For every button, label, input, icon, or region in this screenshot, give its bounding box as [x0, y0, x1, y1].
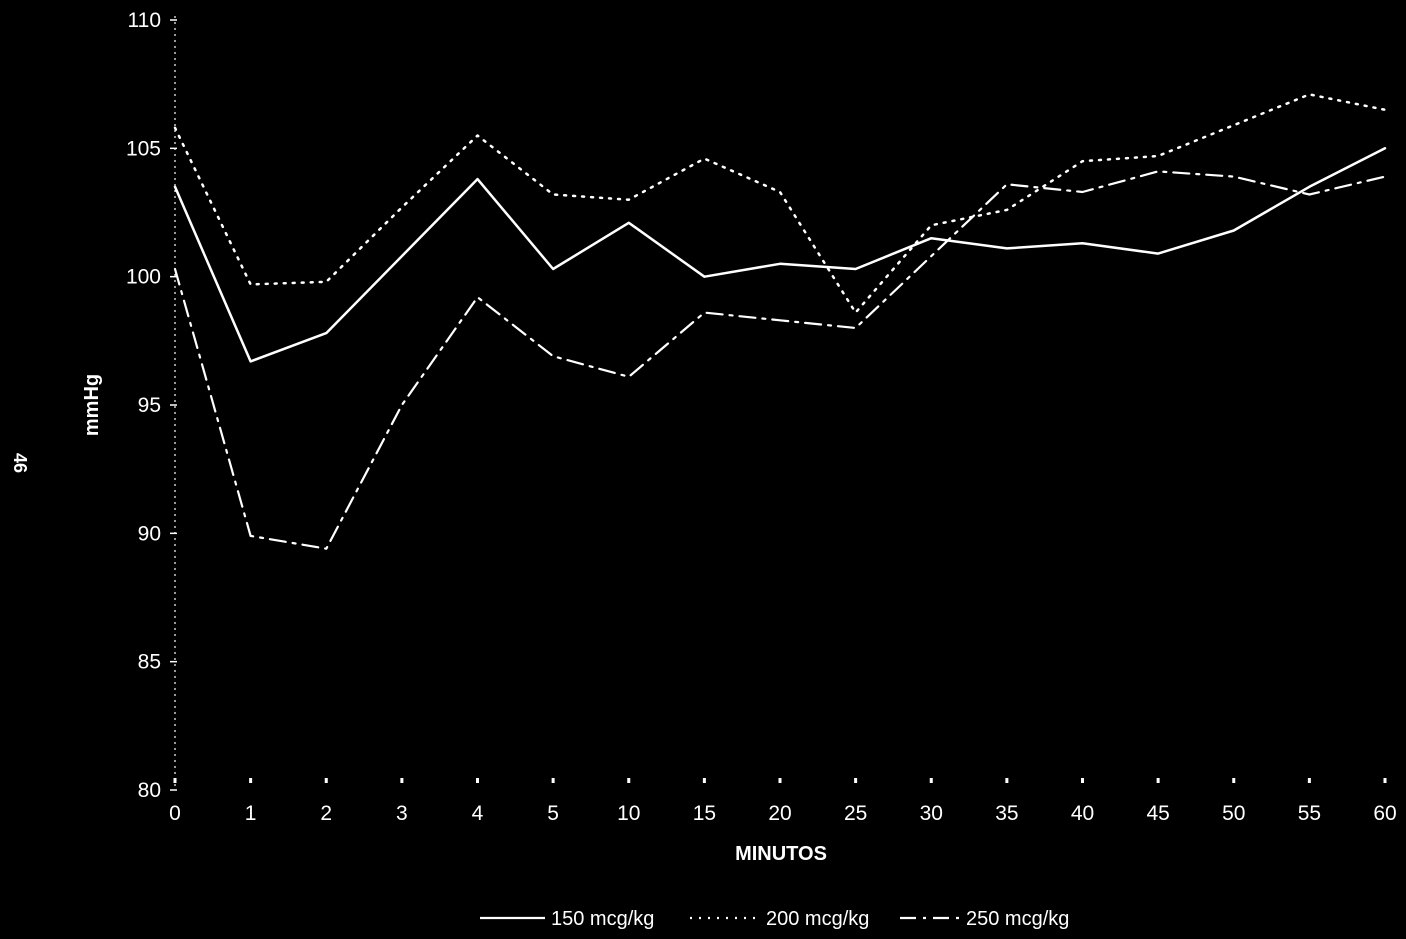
y-axis-ticks: 80 85 90 95 100 105 110	[126, 9, 177, 802]
x-tick-mark	[173, 778, 177, 783]
series-line-250	[173, 170, 1387, 550]
x-tick-mark	[476, 778, 479, 783]
x-tick-mark	[400, 778, 404, 783]
x-tick-mark	[778, 778, 782, 783]
legend: 150 mcg/kg 200 mcg/kg 250 mcg/kg	[480, 908, 1069, 930]
x-tick-mark	[1156, 778, 1160, 783]
x-tick-label: 5	[547, 802, 559, 825]
x-tick-label: 0	[169, 802, 181, 825]
x-tick-mark	[1005, 778, 1009, 783]
x-tick-label: 2	[320, 802, 332, 825]
series-line-150	[173, 147, 1387, 363]
x-tick-mark	[1307, 778, 1311, 783]
x-tick-label: 45	[1146, 802, 1169, 825]
x-tick-mark	[1383, 778, 1387, 783]
y-tick-label: 110	[128, 9, 161, 32]
x-tick-label: 35	[995, 802, 1018, 825]
x-tick-mark	[854, 778, 858, 783]
x-tick-label: 30	[920, 802, 943, 825]
x-tick-label: 10	[617, 802, 640, 825]
x-tick-mark	[702, 778, 706, 783]
x-tick-mark	[1081, 778, 1084, 783]
y-tick-label: 90	[138, 522, 161, 545]
y-tick-label: 105	[126, 137, 161, 160]
x-axis-label: MINUTOS	[735, 843, 827, 865]
legend-label: 250 mcg/kg	[966, 908, 1069, 930]
y-tick-label: 95	[138, 394, 161, 417]
x-tick-label: 3	[396, 802, 408, 825]
x-tick-mark	[929, 778, 933, 783]
x-tick-label: 50	[1222, 802, 1245, 825]
x-tick-mark	[551, 778, 555, 783]
x-tick-label: 40	[1071, 802, 1094, 825]
y-tick-label: 100	[126, 266, 161, 289]
x-tick-label: 20	[768, 802, 791, 825]
x-tick-label: 1	[245, 802, 257, 825]
y-tick-label: 85	[138, 651, 161, 674]
x-axis-ticks: 0 1 2 3 4 5 10 15 20 25 30 35 40 45 50 55 60	[169, 778, 1397, 825]
x-tick-label: 4	[472, 802, 484, 825]
x-tick-label: 15	[693, 802, 716, 825]
series-line-200	[173, 93, 1387, 314]
x-tick-mark	[1232, 778, 1236, 783]
x-tick-mark	[249, 778, 253, 783]
y-axis-label: mmHg	[81, 374, 103, 436]
x-tick-mark	[627, 778, 631, 783]
x-tick-mark	[324, 778, 328, 783]
y-tick-label: 80	[138, 779, 161, 802]
page-number: 46	[10, 453, 30, 473]
x-tick-label: 55	[1298, 802, 1321, 825]
x-tick-label: 25	[844, 802, 867, 825]
legend-label: 150 mcg/kg	[551, 908, 654, 930]
series-lines	[173, 93, 1387, 550]
legend-label: 200 mcg/kg	[766, 908, 869, 930]
x-tick-label: 60	[1373, 802, 1396, 825]
